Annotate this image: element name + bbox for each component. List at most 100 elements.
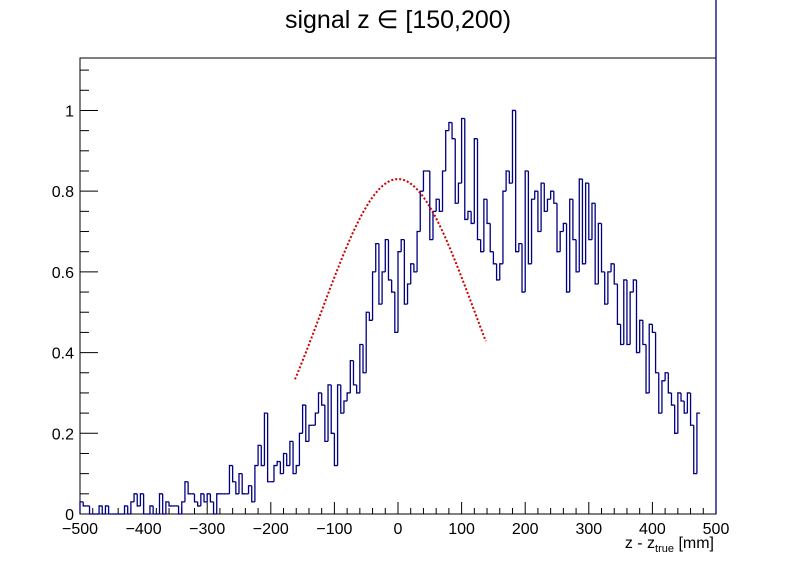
x-axis-label-main: z - z	[624, 535, 656, 552]
histogram-bin	[553, 191, 557, 204]
histogram-bin	[368, 312, 373, 321]
histogram-bin	[305, 405, 309, 443]
histogram-bin	[212, 501, 217, 515]
x-tick-label: 200	[512, 521, 539, 538]
histogram-bin	[410, 263, 414, 284]
histogram-bin	[492, 251, 497, 265]
histogram-bin	[168, 501, 173, 507]
histogram-bin	[352, 360, 357, 386]
histogram-bin	[149, 505, 154, 514]
histogram-bin	[317, 392, 322, 414]
histogram-bin	[476, 138, 481, 241]
histogram-bin	[330, 384, 335, 434]
histogram-bin	[562, 222, 567, 232]
histogram-bin	[515, 110, 519, 253]
histogram-bin	[260, 445, 265, 467]
histogram-bin	[438, 199, 443, 212]
histogram-bin	[200, 493, 205, 506]
histogram-bin	[445, 129, 449, 171]
histogram-bin	[321, 392, 325, 406]
histogram-bin	[384, 238, 389, 272]
y-tick-label: 0.6	[52, 265, 74, 282]
histogram-bin	[403, 239, 408, 305]
histogram-bin	[365, 311, 370, 373]
histogram-bin	[381, 271, 386, 305]
histogram-bin	[101, 505, 106, 515]
histogram-bin	[419, 190, 424, 232]
histogram-bin	[588, 183, 592, 241]
histogram-bin	[511, 109, 516, 184]
histogram-bin	[241, 473, 246, 495]
x-tick-label: 500	[703, 521, 730, 538]
histogram-bin	[464, 118, 468, 221]
histogram-bin	[356, 384, 360, 394]
histogram-bin	[416, 230, 421, 272]
fit-curve	[294, 178, 487, 380]
histogram-bin	[279, 461, 284, 475]
histogram-bin	[193, 493, 198, 503]
histogram-bin	[387, 239, 392, 281]
histogram-bin	[581, 179, 586, 265]
histogram-bin	[295, 464, 300, 474]
histogram-bin	[648, 323, 653, 393]
histogram-bin	[457, 182, 462, 204]
x-tick-label: −300	[189, 521, 225, 538]
histogram-bin	[107, 505, 112, 515]
histogram-bin	[610, 263, 615, 272]
histogram-bin	[286, 453, 290, 467]
x-tick-label: −500	[62, 521, 98, 538]
histogram-bin	[483, 198, 488, 252]
histogram-bin	[645, 344, 650, 394]
histogram-bin	[502, 190, 507, 264]
histogram-bin	[505, 170, 510, 192]
histogram-bin	[670, 392, 675, 406]
histogram-bin	[187, 481, 192, 495]
histogram-bin	[340, 384, 344, 414]
histogram-bin	[651, 324, 656, 334]
histogram-bin	[136, 493, 141, 507]
histogram-bin	[486, 199, 491, 225]
histogram-bin	[623, 279, 627, 345]
histogram-bin	[127, 505, 131, 515]
histogram-bin	[518, 242, 523, 252]
histogram-bin	[273, 464, 278, 482]
histogram-bin	[400, 238, 405, 252]
histogram-bin	[333, 433, 338, 467]
x-tick-label: 300	[575, 521, 602, 538]
histogram-bin	[565, 223, 570, 293]
histogram-bin	[460, 117, 465, 184]
histogram-bin	[607, 271, 612, 305]
histogram-bin	[597, 222, 602, 284]
histogram-bin	[534, 190, 538, 200]
histogram-bin	[152, 505, 157, 515]
histogram-bin	[314, 412, 319, 426]
histogram-bin	[375, 242, 379, 272]
x-tick-label: −100	[316, 521, 352, 538]
histogram-bin	[441, 170, 446, 212]
histogram-bin	[689, 392, 694, 426]
y-tick-label: 1	[65, 103, 74, 120]
histogram-bin	[448, 121, 453, 131]
histogram-bin	[82, 501, 87, 507]
histogram-bin	[206, 493, 211, 502]
histogram-bin	[130, 501, 135, 514]
histogram-bin	[142, 493, 147, 515]
x-axis-label: z - ztrue [mm]	[625, 535, 714, 555]
histogram-bin	[619, 324, 624, 346]
histogram-bin	[575, 239, 580, 273]
histogram-bin	[123, 505, 128, 514]
histogram-bin	[537, 191, 542, 233]
histogram-bin	[324, 405, 329, 443]
histogram-bin	[572, 199, 577, 241]
histogram-bin	[674, 405, 678, 434]
histogram-bin	[238, 472, 243, 494]
histogram-bin	[266, 413, 271, 483]
histogram-bin	[683, 401, 688, 414]
histogram-bin	[661, 380, 666, 414]
histogram-bin	[629, 291, 634, 345]
histogram-bin	[642, 320, 647, 346]
histogram-bin	[549, 190, 554, 200]
x-tick-label: 100	[448, 521, 475, 538]
histogram-bin	[546, 198, 551, 212]
